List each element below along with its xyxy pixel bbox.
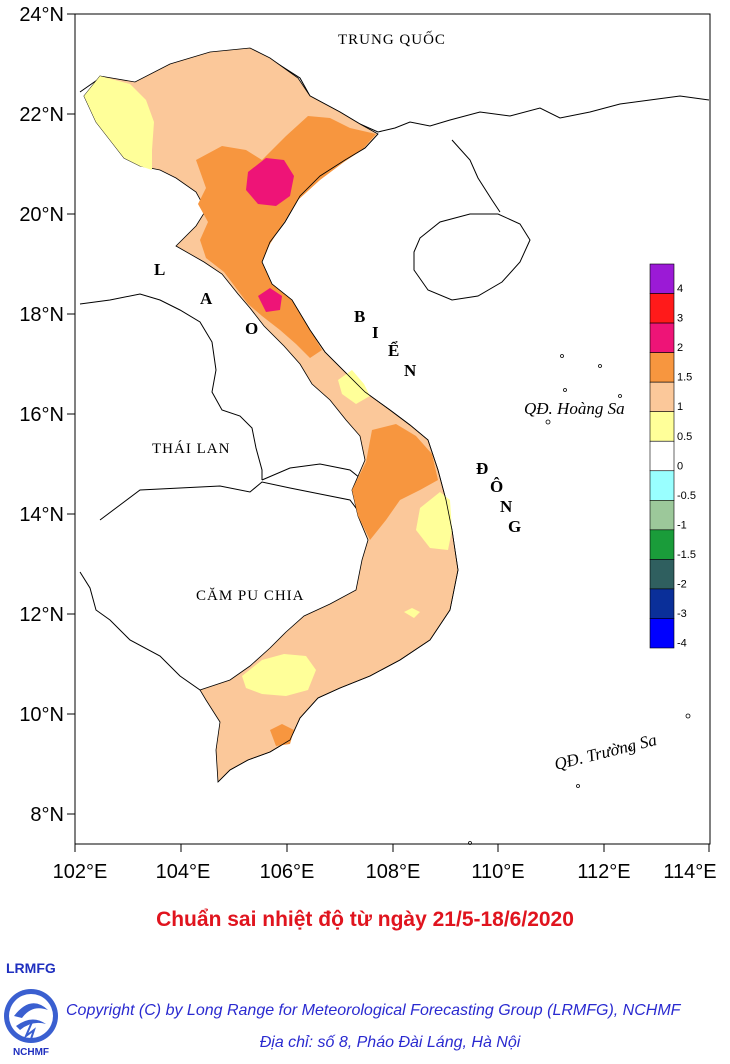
legend-label: 3 [677, 313, 683, 325]
band-1-5-to-2-north [196, 116, 376, 358]
legend-label: 0.5 [677, 431, 692, 443]
svg-text:10°N: 10°N [19, 704, 64, 726]
svg-text:112°E: 112°E [577, 861, 630, 883]
x-axis [74, 844, 710, 852]
band-0-5-to-1-dot [404, 608, 420, 618]
legend-label: -4 [677, 638, 687, 650]
svg-text:114°E: 114°E [663, 861, 716, 883]
svg-text:NCHMF: NCHMF [13, 1047, 49, 1058]
legend-swatch [649, 293, 675, 324]
legend-swatch [649, 529, 675, 560]
legend-swatch [649, 440, 675, 472]
svg-text:I: I [372, 323, 379, 342]
svg-text:102°E: 102°E [53, 861, 108, 883]
svg-text:Ể: Ể [388, 341, 399, 360]
truong-sa-islands [468, 713, 691, 845]
svg-text:12°N: 12°N [19, 604, 64, 626]
legend-swatch [649, 381, 675, 412]
laos-cambodia-border [261, 463, 371, 487]
band-1-5-to-2-south [270, 724, 294, 746]
svg-text:18°N: 18°N [19, 304, 64, 326]
svg-text:A: A [200, 289, 213, 308]
label-cambodia: CĂM PU CHIA [196, 587, 305, 604]
x-tick-labels: 102°E 104°E 106°E 108°E 110°E 112°E 114°… [53, 861, 717, 883]
org-label: LRMFG [6, 960, 56, 976]
label-china: TRUNG QUỐC [338, 30, 446, 48]
legend-label: -1 [677, 519, 687, 531]
band-2-to-3-central [258, 288, 282, 312]
legend-swatch [649, 500, 675, 531]
thailand-cambodia-border [99, 481, 366, 521]
copyright-text: Copyright (C) by Long Range for Meteorol… [66, 1002, 681, 1019]
svg-text:N: N [404, 361, 417, 380]
band-0-5-to-1-coast [416, 492, 452, 550]
svg-text:L: L [154, 260, 165, 279]
legend-swatch [649, 352, 675, 383]
vietnam-coast [217, 133, 459, 783]
band-1-5-to-2-central [352, 424, 438, 540]
legend-swatch [649, 588, 675, 619]
svg-text:106°E: 106°E [260, 861, 315, 883]
label-laos: L A O [154, 260, 258, 338]
svg-text:N: N [500, 497, 513, 516]
svg-text:110°E: 110°E [471, 861, 524, 883]
legend-swatch [649, 470, 675, 501]
legend-label: -0.5 [677, 490, 696, 502]
legend-label: 4 [677, 283, 683, 295]
svg-text:14°N: 14°N [19, 504, 64, 526]
band-0-5-to-1-south [242, 654, 316, 696]
legend-label: 2 [677, 342, 683, 354]
y-tick-labels: 24°N 22°N 20°N 18°N 16°N 14°N 12°N 10°N … [19, 4, 64, 826]
label-thailand: THÁI LAN [152, 440, 230, 457]
legend-label: -3 [677, 608, 687, 620]
legend-swatch [649, 618, 675, 649]
y-axis [67, 13, 75, 815]
legend-swatch [649, 559, 675, 590]
label-bien: B I Ể N [354, 307, 417, 380]
hainan-island [413, 213, 531, 301]
svg-text:22°N: 22°N [19, 104, 64, 126]
label-dong: Đ Ô N G [476, 459, 521, 536]
band-0-5-to-1-northwest [84, 76, 154, 170]
svg-text:16°N: 16°N [19, 404, 64, 426]
svg-text:B: B [354, 307, 365, 326]
legend-swatch [649, 322, 675, 353]
svg-text:8°N: 8°N [30, 804, 64, 826]
map-title: Chuẩn sai nhiệt độ từ ngày 21/5-18/6/202… [156, 908, 574, 931]
svg-text:G: G [508, 517, 521, 536]
label-hoang-sa: QĐ. Hoàng Sa [524, 399, 625, 418]
legend-label: 0 [677, 460, 683, 472]
laos-thailand-border [79, 293, 263, 480]
nchmf-logo-icon: NCHMF [4, 989, 58, 1058]
legend-label: -1.5 [677, 549, 696, 561]
svg-text:20°N: 20°N [19, 204, 64, 226]
band-2-to-3-delta [246, 158, 294, 206]
hoang-sa-islands [545, 354, 622, 425]
color-legend: 4 3 2 1.5 1 0.5 0 -0.5 -1 -1.5 -2 -3 -4 [649, 263, 696, 650]
svg-text:Ô: Ô [490, 477, 503, 496]
legend-label: 1 [677, 401, 683, 413]
leizhou-coast [451, 139, 501, 213]
svg-text:O: O [245, 319, 258, 338]
svg-text:Đ: Đ [476, 459, 488, 478]
band-0-5-to-1-hue [338, 370, 370, 404]
legend-swatch [649, 263, 675, 294]
svg-text:24°N: 24°N [19, 4, 64, 26]
address-text: Địa chỉ: số 8, Pháo Đài Láng, Hà Nội [259, 1034, 521, 1051]
legend-swatch [649, 411, 675, 442]
svg-text:104°E: 104°E [156, 861, 211, 883]
legend-label: -2 [677, 578, 687, 590]
gulf-thailand-coast [79, 571, 211, 701]
svg-text:108°E: 108°E [366, 861, 421, 883]
legend-label: 1.5 [677, 372, 692, 384]
